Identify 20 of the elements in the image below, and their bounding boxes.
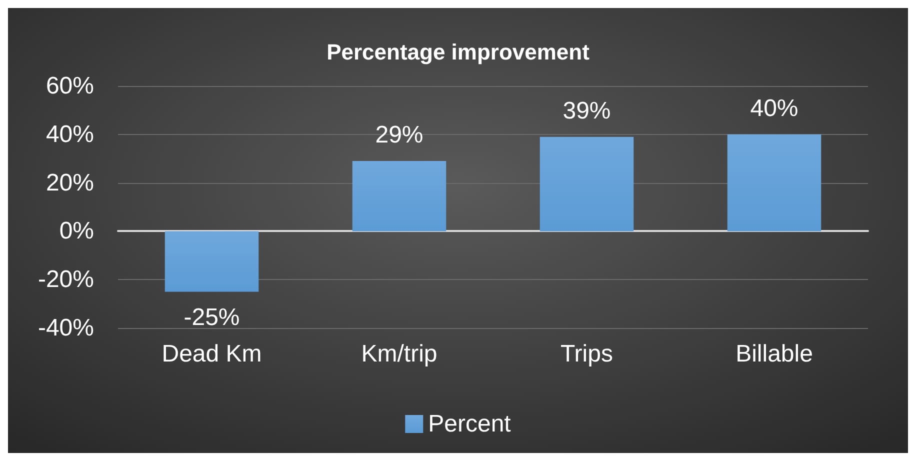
y-tick-label: -40% — [38, 314, 94, 342]
y-tick-label: 0% — [59, 218, 94, 245]
data-label: -25% — [184, 304, 240, 332]
data-label: 39% — [562, 97, 611, 124]
legend-label: Percent — [428, 410, 512, 438]
y-tick-label: 40% — [46, 120, 94, 148]
bar — [540, 136, 634, 232]
bar — [164, 231, 259, 292]
x-tick-label: Trips — [560, 340, 613, 368]
x-tick-label: Km/trip — [361, 340, 438, 368]
x-tick-label: Billable — [736, 340, 813, 368]
x-tick-label: Dead Km — [162, 340, 262, 368]
y-tick-label: 20% — [46, 169, 94, 196]
data-label: 29% — [375, 122, 424, 149]
y-tick-label: -20% — [38, 266, 94, 294]
bar — [727, 134, 822, 232]
data-label: 40% — [750, 94, 798, 122]
y-tick-label: 60% — [46, 72, 94, 100]
chart-title: Percentage improvement — [326, 40, 590, 64]
bar — [352, 161, 446, 232]
